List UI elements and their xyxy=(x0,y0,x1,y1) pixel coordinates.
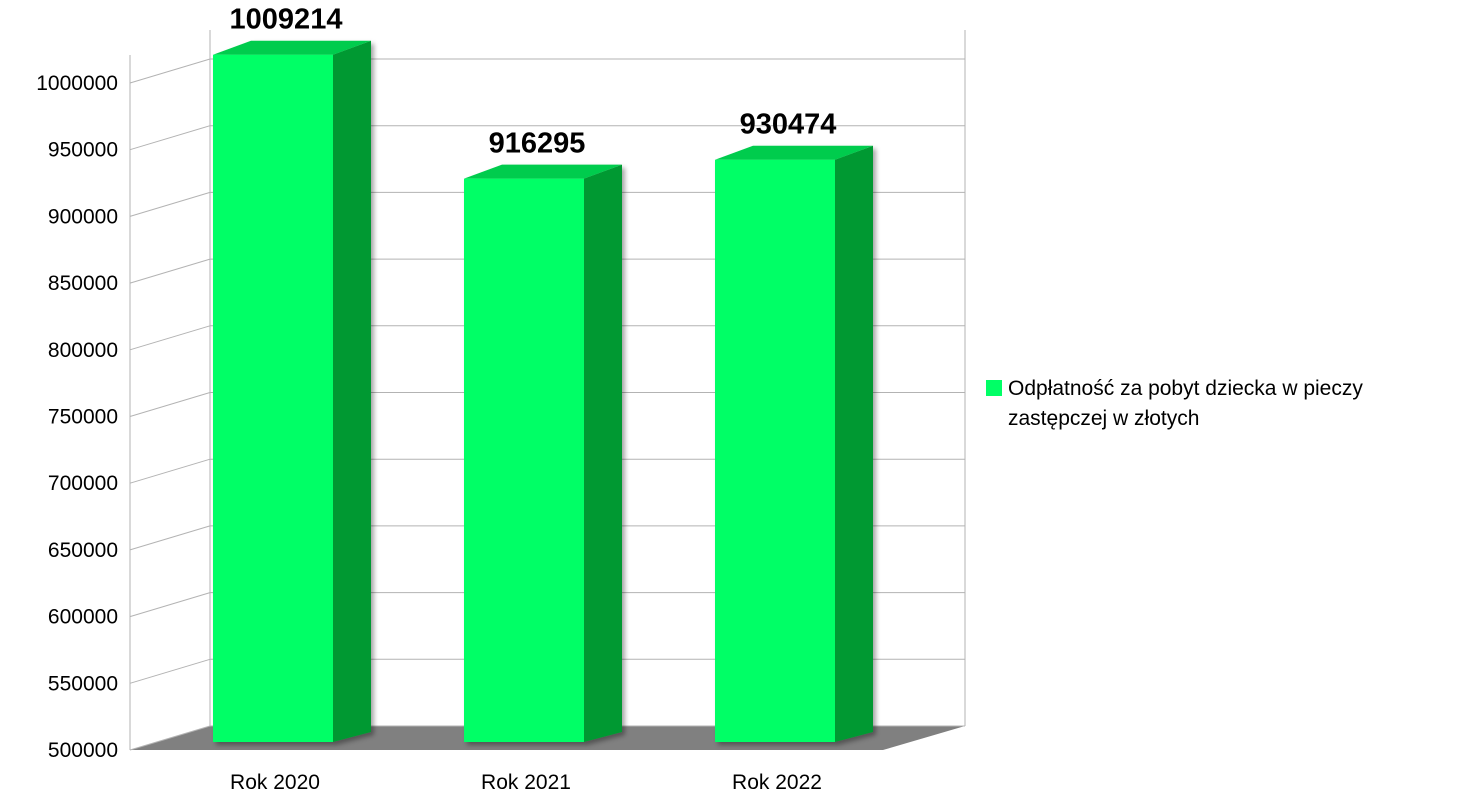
data-label: 1009214 xyxy=(230,4,343,36)
gridline-side xyxy=(129,525,211,551)
x-axis-category-labels: Rok 2020 Rok 2021 Rok 2022 xyxy=(230,771,822,794)
data-label: 930474 xyxy=(740,109,837,141)
gridline-side xyxy=(129,658,211,684)
bar xyxy=(213,40,371,743)
y-tick-label: 700000 xyxy=(48,472,118,495)
bar-side xyxy=(835,145,873,742)
y-tick-label: 550000 xyxy=(48,672,118,695)
y-axis-tick-labels: 500000 550000 600000 650000 700000 750000 8000… xyxy=(36,72,118,762)
x-category-label: Rok 2022 xyxy=(732,771,822,794)
bar xyxy=(464,164,622,742)
gridline-side xyxy=(129,58,211,84)
gridline-side xyxy=(129,592,211,618)
y-tick-label: 800000 xyxy=(48,339,118,362)
bar-front xyxy=(464,178,584,742)
bar-top xyxy=(213,40,371,55)
legend-label: Odpłatność za pobyt dziecka w pieczy zas… xyxy=(1008,377,1363,430)
bar-front xyxy=(213,54,333,743)
x-category-label: Rok 2021 xyxy=(481,771,571,794)
y-tick-label: 1000000 xyxy=(36,72,118,95)
data-label: 916295 xyxy=(489,128,586,160)
y-tick-label: 850000 xyxy=(48,272,118,295)
y-tick-label: 900000 xyxy=(48,205,118,228)
gridline-side xyxy=(129,258,211,284)
bar-top xyxy=(464,164,622,179)
gridline-side xyxy=(129,392,211,417)
chart-walls xyxy=(129,30,966,750)
y-tick-label: 600000 xyxy=(48,606,118,629)
data-labels: 1009214 916295 930474 xyxy=(230,4,837,160)
bar-side xyxy=(584,164,622,742)
x-category-label: Rok 2020 xyxy=(230,771,320,794)
gridline-side xyxy=(129,125,211,151)
gridline-side xyxy=(129,325,211,351)
bar-front xyxy=(715,159,835,742)
bars xyxy=(213,40,873,743)
legend-swatch-icon xyxy=(986,380,1002,396)
gridline-side xyxy=(129,725,211,751)
bar xyxy=(715,145,873,742)
gridline-side xyxy=(129,458,211,484)
bar-top xyxy=(715,145,873,160)
bar-side xyxy=(333,40,371,743)
y-tick-label: 950000 xyxy=(48,139,118,162)
y-tick-label: 500000 xyxy=(48,739,118,762)
y-tick-label: 750000 xyxy=(48,406,118,429)
y-tick-label: 650000 xyxy=(48,539,118,562)
gridline-side xyxy=(129,191,211,217)
